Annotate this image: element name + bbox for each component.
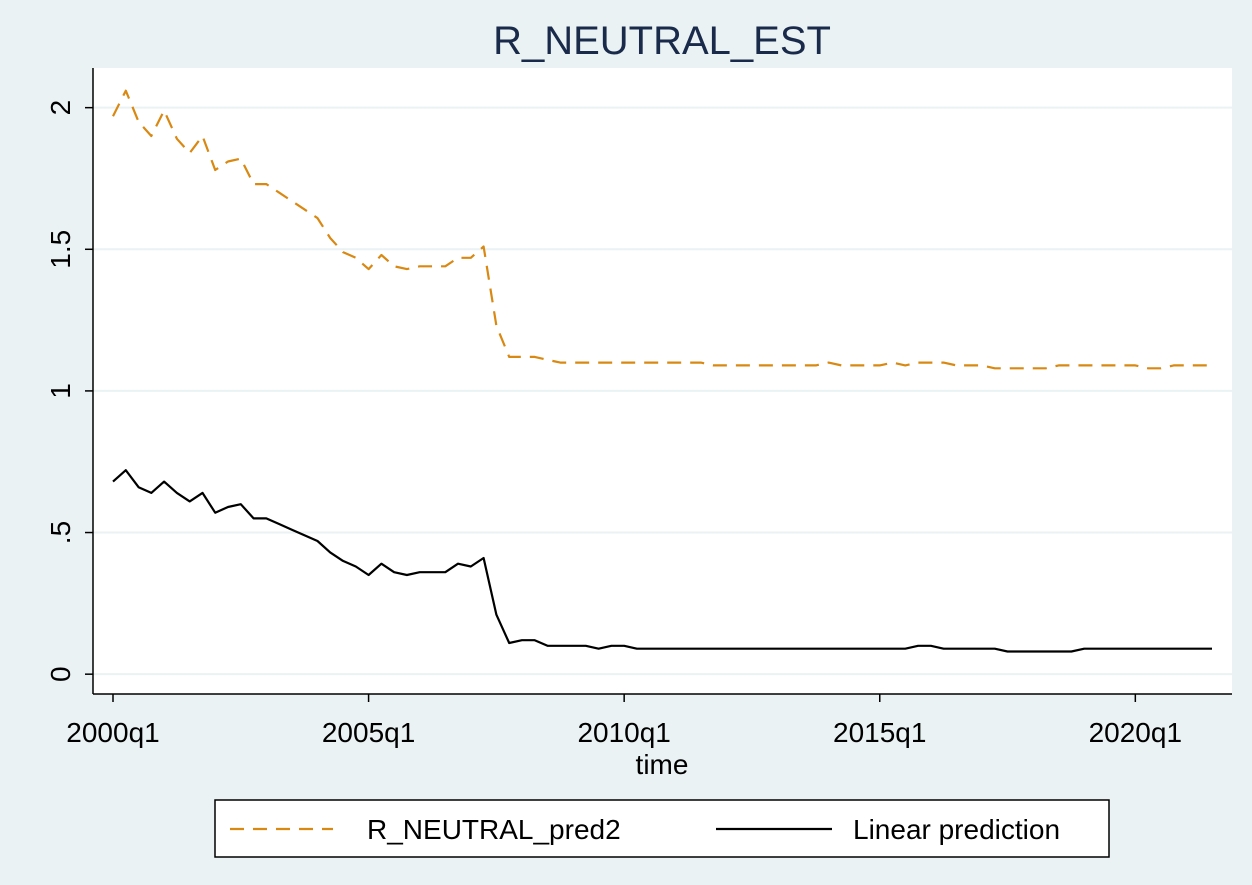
- y-tick-label: 2: [45, 100, 76, 116]
- plot-area: [93, 68, 1232, 694]
- y-tick-label: 1: [45, 383, 76, 399]
- x-tick-label: 2005q1: [322, 717, 415, 748]
- tick-labels: 0 .5 1 1.5 2 2000q1 2005q1 2010q1 2015q1 2020q1: [45, 100, 1182, 748]
- series-line-linear-prediction: [112, 469, 1212, 653]
- x-tick-label: 2015q1: [833, 717, 926, 748]
- legend-label-linear-prediction: Linear prediction: [853, 814, 1060, 845]
- x-tick-label: 2000q1: [66, 717, 159, 748]
- legend-box: [214, 799, 1110, 858]
- y-tick-label: 1.5: [45, 230, 76, 269]
- gridlines: [93, 106, 1232, 676]
- x-tick-label: 2010q1: [577, 717, 670, 748]
- chart-title: R_NEUTRAL_EST: [493, 19, 831, 63]
- x-axis-label: time: [636, 749, 689, 780]
- axes: [85, 68, 1232, 702]
- series-lines: [112, 89, 1212, 653]
- y-tick-label: 0: [45, 666, 76, 682]
- legend: R_NEUTRAL_pred2 Linear prediction: [214, 799, 1110, 858]
- legend-label-r-neutral-pred2: R_NEUTRAL_pred2: [367, 814, 621, 845]
- y-tick-label: .5: [45, 521, 76, 544]
- series-line-r-neutral-pred2: [112, 89, 1212, 370]
- x-tick-label: 2020q1: [1089, 717, 1182, 748]
